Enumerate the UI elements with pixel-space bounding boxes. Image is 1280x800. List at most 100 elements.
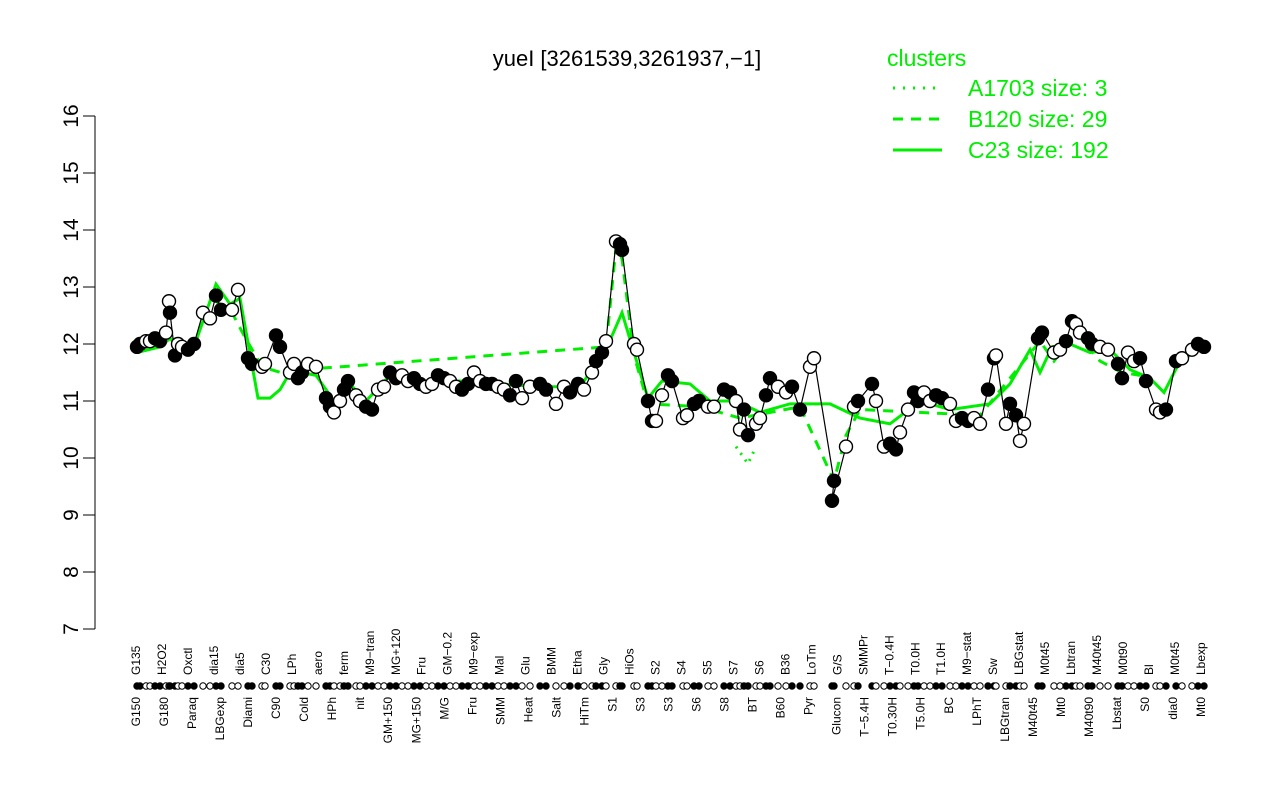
x-tick-label: S5 <box>700 660 714 675</box>
x-tick-label: M9−stat <box>960 631 974 675</box>
x-tick-label: M0t90 <box>1116 641 1130 675</box>
data-point <box>980 382 996 397</box>
x-tick-label: T−0.4H <box>882 635 896 675</box>
data-point <box>900 402 916 417</box>
x-tick-label: Bl <box>1142 664 1156 675</box>
x-tick-label: Mt0 <box>1054 697 1068 717</box>
x-tick-label: nit <box>353 696 367 709</box>
y-tick-label: 15 <box>60 161 83 184</box>
y-tick-label: 11 <box>60 390 83 412</box>
x-tick-label: SMM <box>493 697 507 725</box>
x-tick-label: S6 <box>690 697 704 712</box>
x-tick-label: S2 <box>649 660 663 675</box>
data-point <box>629 342 645 357</box>
data-point <box>272 339 288 355</box>
x-tick-label: dia0 <box>1166 697 1180 720</box>
x-tick-label: S7 <box>726 660 740 675</box>
x-tick-label: M40t90 <box>1082 697 1096 737</box>
x-tick-label: M/G <box>437 697 451 720</box>
data-point <box>208 288 224 303</box>
data-point <box>942 396 958 412</box>
legend: clusters A1703 size: 3 B120 size: 29 C23 s… <box>887 45 1109 163</box>
data-point <box>972 416 988 431</box>
legend-entry: A1703 size: 3 <box>968 75 1107 101</box>
data-point <box>230 282 246 298</box>
x-tick-label: Salt <box>549 696 563 717</box>
x-tick-label: HiOs <box>623 648 637 675</box>
x-tick-label: Heat <box>521 696 535 722</box>
x-tick-label: S4 <box>674 660 688 675</box>
data-point <box>838 439 854 454</box>
data-point <box>308 359 324 374</box>
data-point <box>326 405 342 420</box>
cluster-line <box>734 445 758 467</box>
x-tick-label: LoTm <box>804 644 818 675</box>
data-points <box>129 234 1212 508</box>
x-tick-label: S0 <box>1138 697 1152 712</box>
x-tick-label: BMM <box>545 647 559 675</box>
data-point <box>892 425 908 440</box>
data-point <box>548 396 564 412</box>
data-point <box>1158 402 1174 417</box>
x-tick-label: S3 <box>633 697 647 712</box>
x-tick-label: BT <box>746 696 760 712</box>
data-point <box>1132 351 1148 366</box>
x-tick-label: M40t45 <box>1026 697 1040 737</box>
data-point <box>1034 325 1050 340</box>
x-tick-label: SMMPr <box>856 635 870 675</box>
data-point <box>850 393 866 409</box>
x-tick-label: S3 <box>662 697 676 712</box>
x-tick-label: M0t45 <box>1038 641 1052 675</box>
x-tick-label: Lbtran <box>1064 641 1078 675</box>
data-point <box>508 373 524 389</box>
x-tick-label: LPhT <box>970 696 984 725</box>
x-tick-label: M40t45 <box>1090 635 1104 675</box>
x-tick-label: Mal <box>493 656 507 675</box>
y-tick-label: 13 <box>60 275 83 298</box>
data-point <box>340 373 356 389</box>
data-point <box>364 402 380 417</box>
x-tick-label: T0.30H <box>886 697 900 736</box>
data-point <box>784 379 800 394</box>
x-tick-label: S6 <box>752 660 766 675</box>
data-point <box>162 305 178 320</box>
data-point <box>614 242 630 258</box>
data-point <box>1174 351 1190 366</box>
data-point <box>376 379 392 394</box>
data-point <box>868 393 884 409</box>
data-point <box>640 393 656 409</box>
data-point <box>758 388 774 403</box>
x-tick-label: Diami <box>241 697 255 728</box>
x-tick-label: HPh <box>325 697 339 720</box>
x-tick-label: Lbexp <box>1194 642 1208 675</box>
data-point <box>648 413 664 429</box>
chart-title: yueI [3261539,3261937,−1] <box>493 46 762 71</box>
cluster-line <box>215 241 1141 486</box>
x-tick-label: MG+150 <box>409 697 423 744</box>
x-tick-label: Etha <box>571 650 585 675</box>
data-point <box>752 410 768 426</box>
data-point <box>1196 339 1212 355</box>
data-point <box>888 442 904 457</box>
data-point <box>514 390 530 406</box>
data-point <box>826 473 842 488</box>
data-point <box>736 402 752 417</box>
x-tick-label: G150 <box>129 697 143 727</box>
data-point <box>576 382 592 397</box>
x-tick-label: BC <box>942 697 956 714</box>
data-point <box>1016 416 1032 431</box>
x-tick-label: Cold <box>297 697 311 722</box>
x-tick-label: T0.0H <box>908 642 922 675</box>
legend-entry: B120 size: 29 <box>968 106 1107 132</box>
x-tick-label: T−5.4H <box>858 697 872 737</box>
x-tick-label: Paraq <box>185 697 199 729</box>
data-point <box>824 493 840 508</box>
data-point <box>1110 356 1126 372</box>
x-tick-label: B60 <box>774 697 788 719</box>
y-tick-label: 7 <box>60 623 83 635</box>
x-tick-label: LBGstat <box>1012 631 1026 675</box>
x-tick-label: C90 <box>269 697 283 719</box>
x-tick-label: B36 <box>778 653 792 675</box>
data-point <box>806 351 822 366</box>
data-point <box>706 399 722 414</box>
